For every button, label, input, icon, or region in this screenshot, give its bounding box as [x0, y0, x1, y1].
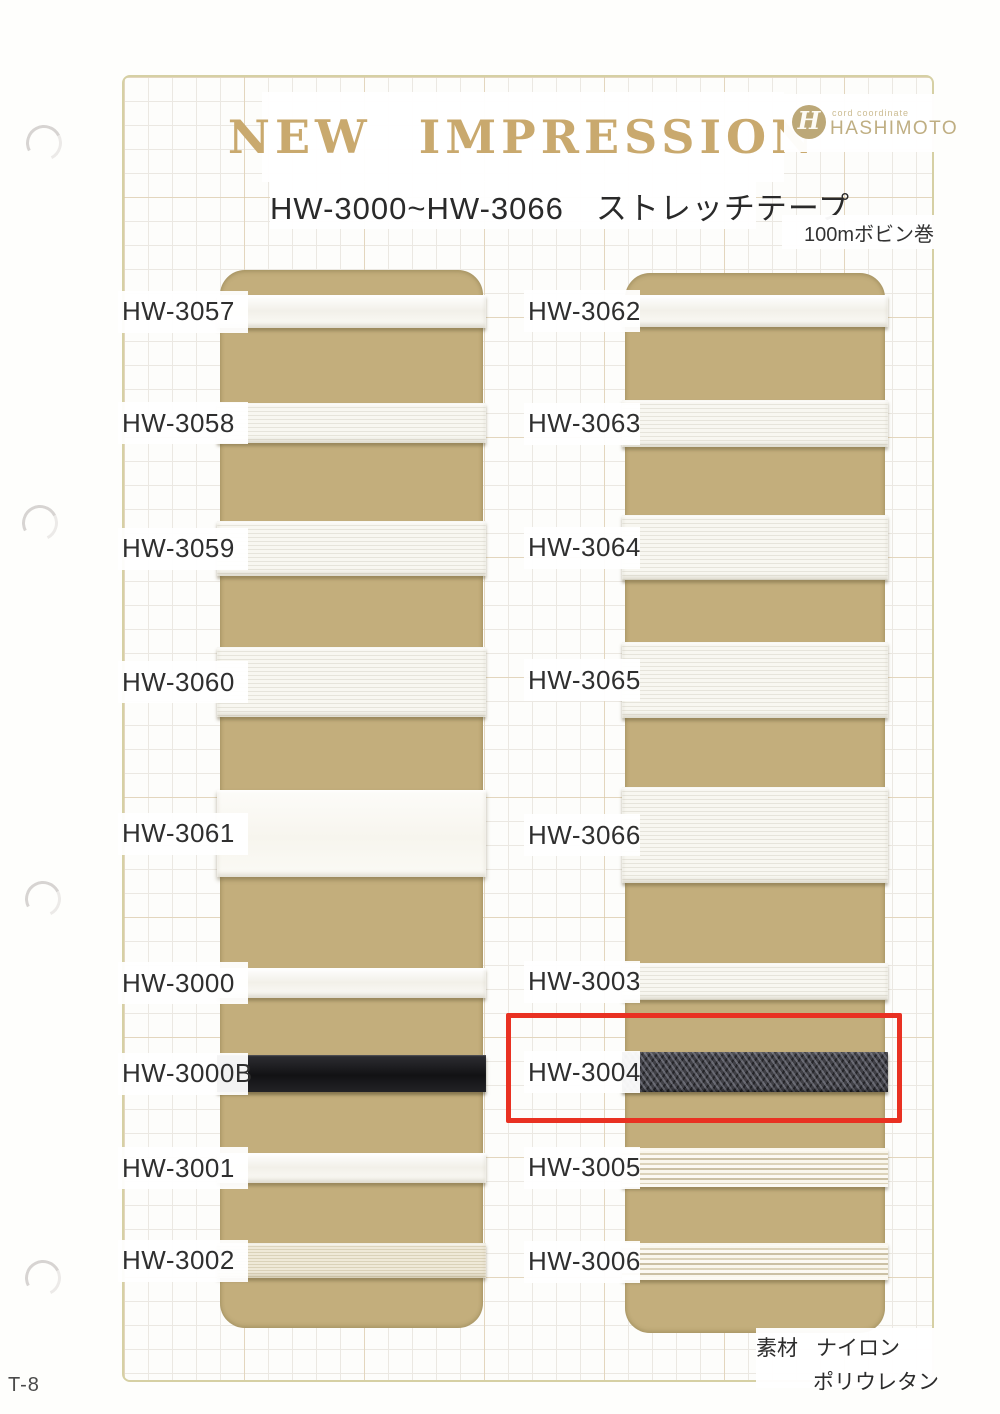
- swatch-code-label: HW-3058: [118, 402, 248, 444]
- swatch-code-text: HW-3060: [122, 666, 235, 697]
- swatch-code-text: HW-3001: [122, 1152, 235, 1183]
- logo-tagline: cord coordinate: [832, 108, 910, 118]
- swatch-code-label: HW-3001: [118, 1147, 248, 1189]
- swatch-code-label: HW-3005: [524, 1146, 641, 1189]
- swatch-code-label: HW-3060: [118, 661, 248, 703]
- spec-note: 100mボビン巻: [803, 223, 934, 246]
- swatch-code-label: HW-3057: [118, 290, 248, 333]
- swatch-code-label: HW-3065: [524, 659, 640, 701]
- spec-note-block: 100mボビン巻: [782, 215, 934, 249]
- swatch-code-text: HW-3058: [122, 407, 235, 438]
- swatch-code-text: HW-3061: [122, 818, 235, 848]
- binder-hole: [17, 500, 63, 546]
- swatch-code-label: HW-3059: [118, 527, 248, 570]
- tape-swatch-HW-3066: [622, 787, 888, 883]
- binder-hole: [21, 120, 67, 166]
- swatch-code-text: HW-3065: [528, 664, 641, 695]
- swatch-code-text: HW-3006: [528, 1246, 641, 1276]
- tape-swatch-HW-3004: [622, 1052, 888, 1092]
- swatch-code-text: HW-3057: [122, 296, 235, 326]
- swatch-code-label: HW-3000: [118, 962, 248, 1004]
- tape-swatch-HW-3006: [622, 1243, 888, 1280]
- tape-swatch-HW-3005: [622, 1148, 888, 1187]
- tape-swatch-HW-3057: [217, 295, 486, 328]
- title-block: NEW IMPRESSION: [228, 92, 813, 182]
- swatch-code-text: HW-3005: [528, 1152, 641, 1182]
- material-value-1: ナイロン: [816, 1337, 900, 1360]
- subtitle-block: HW-3000~HW-3066 ストレッチテープ: [270, 181, 849, 229]
- tape-swatch-HW-3000B: [217, 1055, 486, 1092]
- tape-swatch-HW-3061: [217, 790, 486, 877]
- tape-swatch-HW-3000: [217, 968, 486, 998]
- swatch-code-text: HW-3063: [528, 408, 641, 438]
- swatch-code-text: HW-3003: [528, 966, 641, 996]
- highlight-box: [506, 1013, 902, 1123]
- swatch-code-label: HW-3002: [118, 1239, 248, 1282]
- tape-swatch-HW-3062: [622, 295, 888, 327]
- tape-swatch-HW-3064: [622, 515, 888, 580]
- page-number: T-8: [8, 1374, 40, 1396]
- sample-panel-right: [622, 273, 888, 1333]
- swatch-code-label: HW-3066: [524, 814, 640, 856]
- swatch-code-text: HW-3002: [122, 1245, 235, 1275]
- sample-panel-left: [217, 270, 486, 1328]
- swatch-code-label: HW-3061: [118, 812, 248, 855]
- tape-swatch-HW-3002: [217, 1243, 486, 1278]
- swatch-code-label: HW-3004: [524, 1051, 640, 1093]
- swatch-code-label: HW-3000B: [118, 1052, 252, 1095]
- swatch-code-text: HW-3066: [528, 819, 641, 850]
- tape-swatch-HW-3001: [217, 1153, 486, 1183]
- swatch-code-text: HW-3062: [528, 295, 641, 326]
- swatch-code-label: HW-3003: [524, 960, 641, 1003]
- swatch-code-label: HW-3006: [524, 1240, 641, 1283]
- product-range-subtitle: HW-3000~HW-3066 ストレッチテープ: [270, 190, 850, 226]
- material-label: 素材: [756, 1337, 798, 1360]
- page-title: NEW IMPRESSION: [227, 110, 819, 164]
- swatch-code-text: HW-3000: [122, 967, 235, 998]
- logo-monogram-icon: H: [792, 105, 826, 139]
- binder-hole: [20, 1255, 66, 1301]
- tape-swatch-HW-3059: [217, 521, 486, 576]
- logo-name: HASHIMOTO: [830, 118, 959, 139]
- tape-swatch-HW-3065: [622, 642, 888, 718]
- swatch-code-label: HW-3062: [524, 290, 640, 332]
- swatch-code-text: HW-3004: [528, 1056, 641, 1087]
- swatch-code-label: HW-3063: [524, 402, 641, 445]
- tape-swatch-HW-3060: [217, 647, 486, 717]
- brand-logo: H cord coordinate HASHIMOTO: [784, 94, 957, 152]
- tape-swatch-HW-3003: [622, 963, 888, 1000]
- binder-hole: [20, 876, 66, 922]
- swatch-code-label: HW-3064: [524, 526, 641, 569]
- swatch-code-text: HW-3064: [528, 532, 641, 562]
- material-value-2: ポリウレタン: [813, 1371, 939, 1394]
- tape-swatch-HW-3063: [622, 400, 888, 447]
- material-note: 素材 ナイロン ポリウレタン: [756, 1328, 939, 1394]
- swatch-code-text: HW-3059: [122, 533, 235, 563]
- swatch-code-text: HW-3000B: [122, 1058, 253, 1088]
- tape-swatch-HW-3058: [217, 403, 486, 443]
